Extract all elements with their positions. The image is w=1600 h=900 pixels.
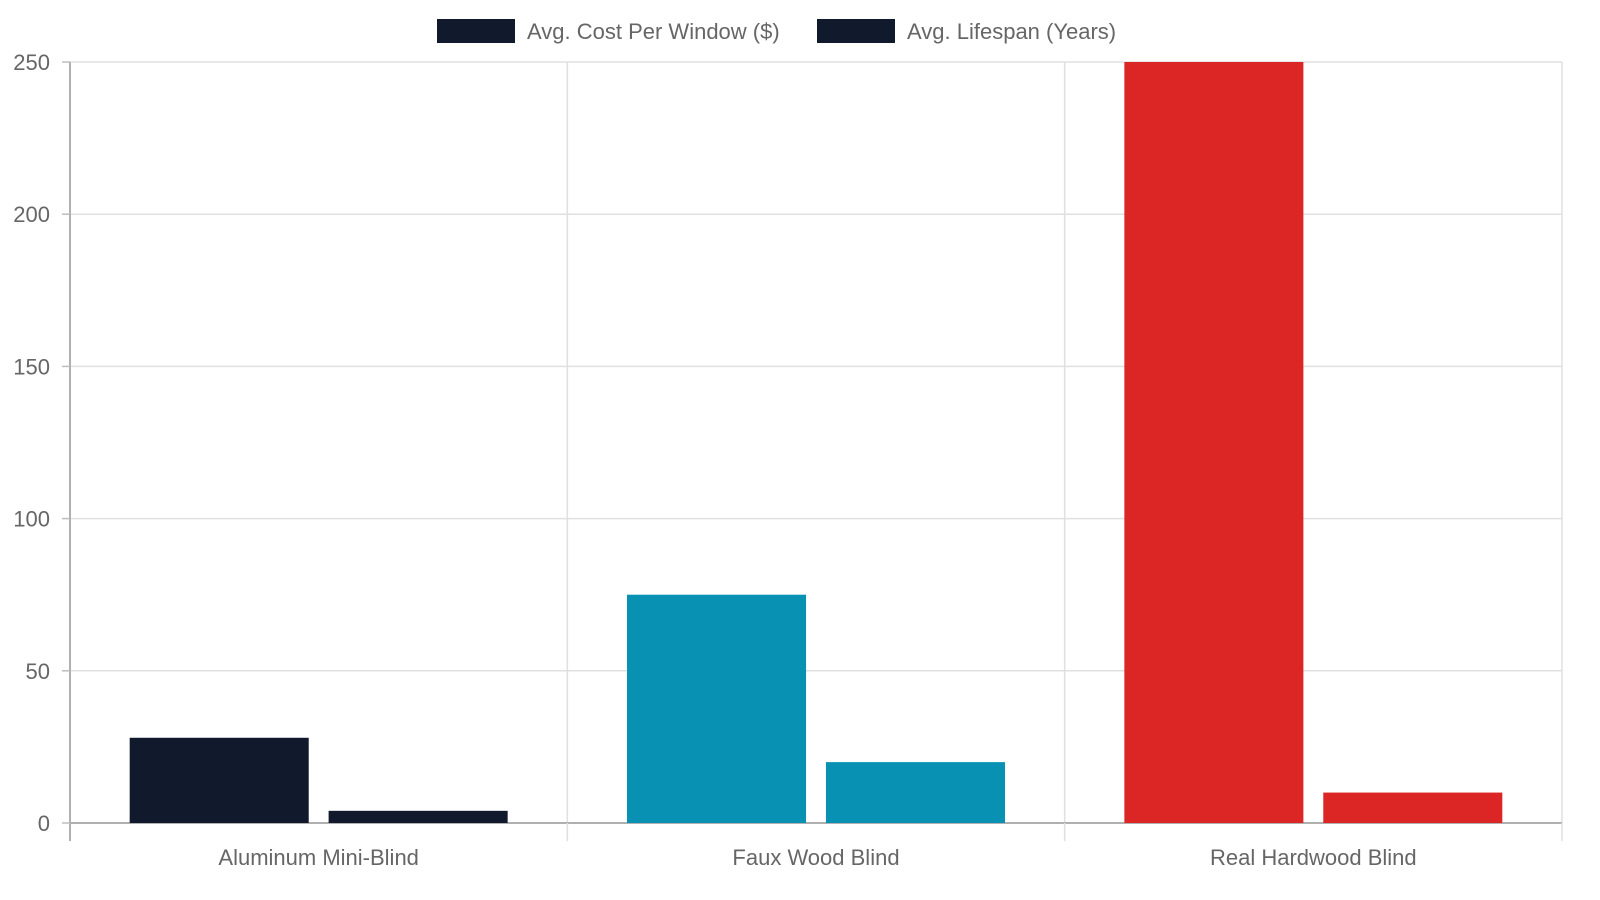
bar[interactable] xyxy=(129,737,309,823)
axes xyxy=(69,62,1562,841)
legend-label-cost: Avg. Cost Per Window ($) xyxy=(527,19,780,44)
grid xyxy=(70,61,1563,823)
y-axis-ticks: 0 50 100 150 200 250 xyxy=(13,50,70,836)
legend-label-lifespan: Avg. Lifespan (Years) xyxy=(907,19,1116,44)
x-axis-ticks: Aluminum Mini-Blind Faux Wood Blind Real H… xyxy=(218,823,1563,870)
legend-item-lifespan[interactable]: Avg. Lifespan (Years) xyxy=(817,19,1116,44)
x-tick-label: Aluminum Mini-Blind xyxy=(218,845,419,870)
bar[interactable] xyxy=(825,762,1005,823)
bar[interactable] xyxy=(1323,792,1503,823)
y-tick-label: 200 xyxy=(13,202,50,227)
x-tick-label: Real Hardwood Blind xyxy=(1210,845,1417,870)
legend: Avg. Cost Per Window ($) Avg. Lifespan (… xyxy=(437,19,1116,44)
y-tick-label: 150 xyxy=(13,354,50,379)
legend-swatch-cost xyxy=(437,19,515,43)
y-tick-label: 50 xyxy=(26,659,50,684)
legend-swatch-lifespan xyxy=(817,19,895,43)
x-tick-label: Faux Wood Blind xyxy=(732,845,899,870)
y-tick-label: 250 xyxy=(13,50,50,75)
legend-item-cost[interactable]: Avg. Cost Per Window ($) xyxy=(437,19,780,44)
y-tick-label: 100 xyxy=(13,507,50,532)
y-tick-label: 0 xyxy=(38,811,50,836)
bar[interactable] xyxy=(328,810,508,823)
bar[interactable] xyxy=(1124,62,1304,823)
bars xyxy=(129,62,1503,823)
bar[interactable] xyxy=(627,594,807,823)
